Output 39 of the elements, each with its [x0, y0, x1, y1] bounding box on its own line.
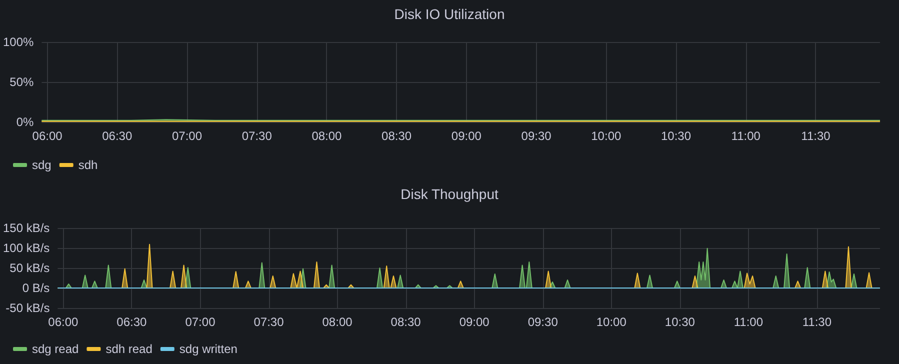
chart-title: Disk IO Utilization: [394, 6, 505, 22]
legend-label: sdh read: [106, 342, 152, 356]
legend-label: sdg written: [179, 342, 238, 356]
x-tick-label: 07:00: [185, 315, 216, 329]
y-tick-label: 0%: [16, 115, 34, 129]
x-tick-label: 11:00: [734, 315, 764, 329]
x-tick-label: 09:30: [521, 129, 552, 143]
x-tick-label: 11:00: [731, 129, 761, 143]
y-tick-label: 100%: [2, 35, 34, 49]
x-tick-label: 06:00: [32, 129, 63, 143]
x-tick-label: 07:00: [172, 129, 202, 143]
x-tick-label: 08:30: [382, 129, 412, 143]
x-tick-label: 06:00: [48, 315, 79, 329]
legend-label: sdh: [78, 158, 98, 172]
legend-label: sdg read: [32, 342, 79, 356]
y-tick-label: -50 kB/s: [6, 301, 50, 315]
x-tick-label: 06:30: [116, 315, 148, 329]
x-tick-label: 10:30: [664, 315, 696, 329]
x-tick-label: 10:00: [591, 129, 622, 143]
x-tick-label: 11:30: [802, 315, 832, 329]
x-tick-label: 08:00: [322, 315, 353, 329]
x-tick-label: 09:00: [459, 315, 490, 329]
x-tick-label: 10:30: [660, 129, 692, 143]
x-tick-label: 09:00: [451, 129, 482, 143]
y-tick-label: 0 B/s: [22, 281, 50, 295]
y-tick-label: 150 kB/s: [2, 221, 50, 235]
y-tick-label: 50%: [10, 75, 34, 89]
x-tick-label: 11:30: [801, 129, 831, 143]
x-tick-label: 10:00: [596, 315, 627, 329]
y-tick-label: 100 kB/s: [2, 241, 50, 255]
x-tick-label: 09:30: [528, 315, 558, 329]
chart-title: Disk Thoughput: [400, 186, 499, 202]
x-tick-label: 06:30: [102, 129, 132, 143]
legend-label: sdg: [32, 158, 52, 172]
x-tick-label: 07:30: [242, 129, 272, 143]
x-tick-label: 08:30: [390, 315, 422, 329]
y-tick-label: 50 kB/s: [10, 261, 50, 275]
x-tick-label: 08:00: [312, 129, 342, 143]
x-tick-label: 07:30: [254, 315, 284, 329]
